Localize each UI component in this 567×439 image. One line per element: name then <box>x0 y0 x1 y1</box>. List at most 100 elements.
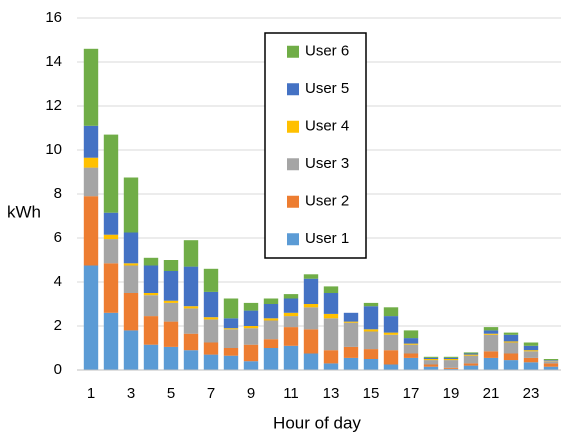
bar-segment <box>303 329 319 354</box>
bar-segment <box>423 364 439 367</box>
x-tick-label: 13 <box>323 385 340 402</box>
bar-segment <box>483 357 499 370</box>
bar-segment <box>83 196 99 266</box>
bar-segment <box>183 350 199 370</box>
bar-segment <box>403 357 419 370</box>
bar-segment <box>363 329 379 332</box>
bar-segment <box>203 317 219 320</box>
y-tick-label: 2 <box>54 317 62 334</box>
x-tick-label: 15 <box>363 385 380 402</box>
bar-segment <box>543 359 559 361</box>
bar-segment <box>463 352 479 354</box>
bar-segment <box>283 312 299 317</box>
bar-segment <box>503 353 519 361</box>
bar-segment <box>323 293 339 314</box>
x-tick-label: 3 <box>127 385 135 402</box>
bar-segment <box>83 167 99 197</box>
bar-segment <box>443 367 459 369</box>
y-tick-label: 8 <box>54 185 62 202</box>
x-tick-label: 11 <box>283 385 299 402</box>
bar-segment <box>163 271 179 301</box>
bar-segment <box>323 363 339 370</box>
bar-segment <box>123 232 139 264</box>
bar-segment <box>523 362 539 370</box>
legend-label: User 3 <box>305 155 349 172</box>
bar-segment <box>423 360 439 365</box>
bar-segment <box>383 307 399 317</box>
bar-segment <box>323 286 339 293</box>
x-tick-label: 1 <box>87 385 95 402</box>
x-tick-label: 21 <box>483 385 500 402</box>
x-tick-label: 5 <box>167 385 175 402</box>
bar-segment <box>283 294 299 299</box>
bar-segment <box>463 353 479 355</box>
bar-segment <box>123 330 139 370</box>
bar-segment <box>263 318 279 321</box>
bar-segment <box>283 316 299 328</box>
y-tick-label: 16 <box>45 9 62 26</box>
legend-swatch <box>287 45 299 58</box>
bar-segment <box>183 266 199 307</box>
bar-segment <box>303 307 319 330</box>
bar-segment <box>243 302 259 311</box>
bar-segment <box>383 332 399 335</box>
legend-swatch <box>287 233 299 246</box>
bar-segment <box>383 350 399 365</box>
bar-segment <box>143 265 159 293</box>
bar-segment <box>223 318 239 329</box>
bar-segment <box>323 313 339 319</box>
legend-box <box>264 32 367 259</box>
bar-segment <box>463 355 479 364</box>
legend-swatch <box>287 158 299 171</box>
bar-segment <box>463 365 479 370</box>
bar-segment <box>283 327 299 346</box>
bar-segment <box>343 312 359 322</box>
bar-segment <box>303 304 319 308</box>
bar-segment <box>143 293 159 296</box>
bar-segment <box>443 357 459 359</box>
bar-segment <box>443 359 459 361</box>
bar-segment <box>163 346 179 370</box>
bar-segment <box>303 278 319 304</box>
legend-label: User 1 <box>305 230 349 247</box>
y-tick-label: 12 <box>45 97 62 114</box>
bar-segment <box>203 268 219 292</box>
bar-segment <box>143 316 159 345</box>
bar-segment <box>403 330 419 339</box>
bar-segment <box>223 355 239 370</box>
bar-segment <box>343 357 359 370</box>
bar-segment <box>143 295 159 317</box>
bar-segment <box>503 341 519 343</box>
y-tick-label: 6 <box>54 229 62 246</box>
bar-segment <box>303 274 319 279</box>
bar-segment <box>103 134 119 213</box>
y-tick-label: 4 <box>54 273 62 290</box>
bar-segment <box>463 363 479 366</box>
bar-segment <box>403 353 419 358</box>
bar-segment <box>503 360 519 370</box>
bar-segment <box>303 353 319 370</box>
bar-segment <box>503 334 519 342</box>
bar-segment <box>243 328 259 345</box>
bar-segment <box>503 332 519 335</box>
bar-segment <box>123 177 139 233</box>
bar-segment <box>523 357 539 363</box>
bar-segment <box>83 125 99 158</box>
bar-segment <box>263 298 279 304</box>
bar-segment <box>383 316 399 333</box>
bar-segment <box>203 319 219 343</box>
bar-segment <box>383 334 399 351</box>
bar-segment <box>523 351 539 358</box>
bar-segment <box>243 310 259 326</box>
bar-segment <box>283 345 299 370</box>
bar-segment <box>483 330 499 334</box>
x-tick-label: 9 <box>247 385 255 402</box>
bar-segment <box>443 368 459 370</box>
bar-segment <box>83 157 99 168</box>
bar-segment <box>543 360 559 361</box>
bar-segment <box>403 344 419 354</box>
y-tick-label: 10 <box>45 141 62 158</box>
bar-segment <box>543 363 559 367</box>
bar-segment <box>363 331 379 350</box>
